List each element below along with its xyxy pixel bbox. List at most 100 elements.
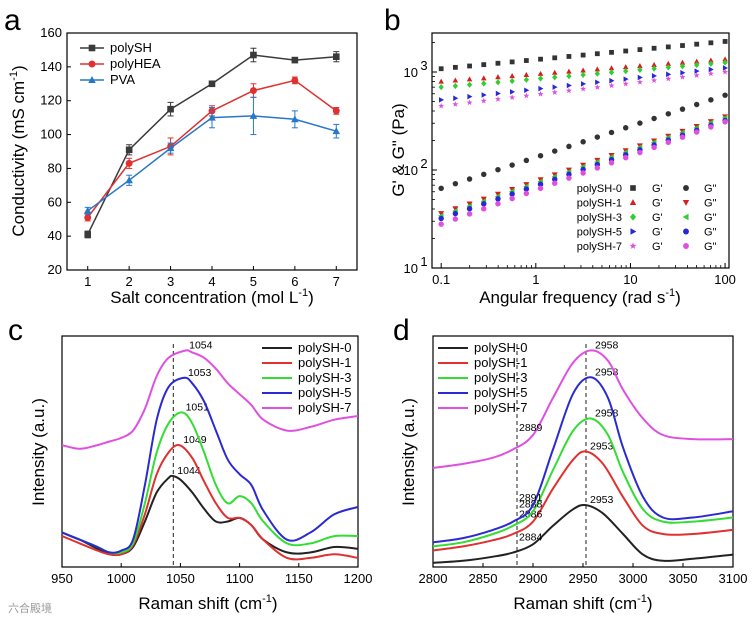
loss-modulus-point [722,119,728,125]
x-tick-label: 1000 [107,571,136,586]
storage-modulus-point [467,63,472,69]
legend-label: polySH-5 [474,385,527,400]
loss-modulus-point [466,205,473,212]
storage-modulus-point [637,63,643,69]
loss-modulus-point [452,216,459,222]
loss-modulus-point [651,115,657,122]
storage-modulus-point [623,76,629,82]
storage-modulus-point [495,60,501,66]
storage-modulus-point [580,85,587,92]
y-axis-label-c: Intensity (a.u.) [29,398,48,506]
loss-modulus-point [637,120,643,126]
storage-modulus-point [651,73,657,79]
shoulder-label: 2888 [519,498,543,510]
y-tick-exponent: 3 [420,58,427,73]
storage-modulus-point [467,93,473,100]
loss-modulus-point [452,180,459,187]
y-tick-label: 10 [404,163,418,178]
storage-modulus-point [552,55,558,61]
storage-modulus-point [566,54,572,59]
storage-modulus-point [537,91,544,97]
y-tick-label: 10 [404,261,418,276]
loss-modulus-point [481,171,487,178]
storage-modulus-point [665,64,671,71]
storage-modulus-point [552,84,558,90]
legend-gp-label: G' [652,227,663,239]
storage-modulus-point [722,59,728,66]
storage-modulus-point [509,59,515,65]
legend-gpp-label: G" [704,241,717,253]
shoulder-label: 2884 [519,531,543,543]
legend-gpp-marker [682,199,690,206]
storage-modulus-point [608,82,615,89]
storage-modulus-point [452,82,459,90]
x-tick-label: 1 [84,274,91,289]
storage-modulus-point [551,69,558,75]
storage-modulus-point [580,71,586,78]
x-tick-label: 7 [333,274,340,289]
storage-modulus-point [509,94,516,100]
storage-modulus-point [722,65,728,71]
legend-marker [88,76,96,83]
panel-label-c: c [8,314,23,347]
peak-label: 1054 [189,340,213,352]
loss-modulus-point [651,144,657,151]
storage-modulus-point [523,71,530,77]
legend-gp-label: G' [652,241,663,253]
shoulder-label: 2891 [519,492,543,504]
data-point [125,146,133,154]
x-axis-label-a: Salt concentration (mol L-1) [110,287,314,307]
loss-modulus-point [523,190,530,197]
y-tick-exponent: 2 [420,156,427,171]
legend-label: polyHEA [110,56,161,71]
loss-modulus-point [708,97,714,103]
panel-a-conductivity-chart: 1 2 3 4 5 6 7 20 40 60 80 100 120 140 160 polySHpolyHE… [8,25,358,307]
peak-label: 1051 [186,401,210,413]
storage-modulus-point [594,66,601,72]
spectrum-line [432,349,734,469]
x-tick-label: 5 [250,274,257,289]
storage-modulus-point [609,49,614,55]
loss-modulus-point [708,124,714,130]
spectrum-line [432,417,734,548]
storage-modulus-point [623,48,629,54]
legend-gpp-marker [683,228,689,235]
legend-gpp-marker [682,213,689,221]
x-tick-label: 1050 [166,571,195,586]
data-point [166,144,175,152]
storage-modulus-point [466,76,473,82]
storage-modulus-point [680,43,685,48]
storage-modulus-point [566,82,572,89]
legend-label: PVA [110,72,135,87]
legend-gp-marker [629,242,637,249]
legend-label: polySH-3 [298,370,351,385]
storage-modulus-point [608,65,615,71]
data-point [250,51,257,59]
legend-gp-label: G' [652,198,663,210]
legend-label: polySH-1 [577,198,622,210]
storage-modulus-point [722,68,729,75]
loss-modulus-point [509,195,515,202]
storage-modulus-point [594,84,601,90]
storage-modulus-point [566,87,572,94]
peak-label: 2953 [590,494,614,506]
x-tick-label: 3 [167,274,174,289]
loss-modulus-point [608,129,615,136]
loss-modulus-point [537,185,544,192]
y-tick-base: 10 [404,65,418,80]
legend-gp-marker [629,199,637,206]
storage-modulus-point [637,74,643,81]
data-point [208,80,216,88]
spectrum-line [61,411,359,555]
peak-label: 2958 [595,339,619,351]
storage-modulus-point [722,39,728,44]
data-point [291,76,299,84]
storage-modulus-point [680,69,686,76]
storage-modulus-point [523,92,530,99]
x-axis-label-d: Raman shift (cm-1) [513,593,652,613]
loss-modulus-point [481,206,487,212]
storage-modulus-point [651,45,657,51]
storage-modulus-point [622,80,629,87]
storage-modulus-point [509,73,515,79]
